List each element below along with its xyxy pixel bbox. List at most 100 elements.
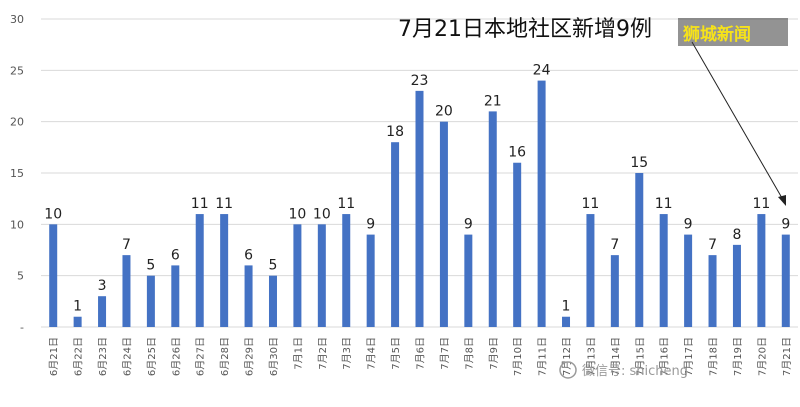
x-tick-label: 7月6日 [415,337,427,370]
data-label: 8 [732,227,741,243]
data-label: 9 [366,217,375,233]
bar [781,234,790,327]
x-tick-label: 7月7日 [439,337,451,370]
x-tick-label: 7月5日 [390,337,402,370]
x-tick-label: 7月16日 [659,337,671,376]
data-label: 5 [269,258,278,274]
bar [488,111,497,328]
data-label: 10 [313,206,331,222]
data-label: 10 [44,206,62,222]
data-label: 11 [215,196,233,212]
bar [562,316,571,327]
y-tick-label: 5 [17,270,24,283]
bar [684,234,693,327]
x-tick-label: 7月4日 [366,337,378,370]
bar [708,255,717,327]
data-label: 1 [562,299,571,315]
x-tick-label: 6月24日 [121,337,133,376]
watermark-text: 微信号: shicheng [582,364,688,379]
data-label: 23 [411,73,429,89]
data-label: 7 [708,237,717,253]
y-tick-label: 20 [10,116,24,129]
data-label: 10 [288,206,306,222]
x-tick-label: 7月2日 [317,337,329,370]
bar [220,214,229,327]
data-label: 3 [98,278,107,294]
x-tick-label: 7月19日 [732,337,744,376]
x-tick-label: 7月8日 [463,337,475,370]
bars [49,80,790,328]
bar [391,142,400,327]
data-label: 11 [582,196,600,212]
bar [732,244,741,327]
bar [98,296,107,327]
x-tick-label: 7月10日 [512,337,524,376]
chart-title: 7月21日本地社区新增9例 [398,17,652,42]
y-axis-ticks: - 5 10 15 20 25 30 [10,13,24,334]
data-label: 11 [655,196,673,212]
bar [195,214,204,327]
x-tick-label: 7月3日 [341,337,353,370]
x-tick-label: 6月30日 [268,337,280,376]
bar [171,265,180,327]
bar [513,162,522,327]
x-tick-label: 7月1日 [292,337,304,370]
data-label: 5 [146,258,155,274]
y-tick-label: 30 [10,13,24,26]
bar [73,316,82,327]
bar [342,214,351,327]
data-label: 7 [122,237,131,253]
bar [610,255,619,327]
bar [122,255,131,327]
bar [757,214,766,327]
y-tick-label: 15 [10,167,24,180]
x-tick-label: 6月23日 [97,337,109,376]
data-label: 24 [533,63,551,79]
bar [415,90,424,327]
bar [464,234,473,327]
y-tick-label: 10 [10,218,24,231]
data-label: 9 [781,217,790,233]
x-tick-label: 6月25日 [146,337,158,376]
bar [317,224,326,327]
x-tick-label: 7月12日 [561,337,573,376]
data-label: 9 [464,217,473,233]
logo-stamp-text: 狮城新闻 [682,24,751,45]
bar [268,275,277,327]
data-label: 1 [73,299,82,315]
bar [366,234,375,327]
watermark: 微信号: shicheng [559,361,688,379]
data-label: 15 [630,155,648,171]
bar [635,173,644,327]
bar [586,214,595,327]
data-label: 21 [484,93,502,109]
x-tick-label: 7月18日 [708,337,720,376]
data-label: 16 [508,145,526,161]
bar [659,214,668,327]
x-tick-label: 7月9日 [488,337,500,370]
data-label: 20 [435,104,453,120]
x-tick-label: 6月26日 [170,337,182,376]
x-tick-label: 6月22日 [73,337,85,376]
x-tick-label: 7月20日 [756,337,768,376]
x-tick-label: 7月15日 [634,337,646,376]
data-label: 7 [610,237,619,253]
data-label: 18 [386,124,404,140]
x-tick-label: 7月14日 [610,337,622,376]
logo-stamp: 狮城新闻 [678,18,788,46]
x-tick-label: 6月28日 [219,337,231,376]
arrow-annotation [691,41,786,206]
x-tick-label: 7月11日 [537,337,549,376]
data-label: 9 [684,217,693,233]
bar [49,224,58,327]
x-tick-label: 6月29日 [244,337,256,376]
bar [537,80,546,327]
x-axis-ticks: 6月21日 6月22日 6月23日 6月24日 6月25日 6月26日 6月27日 6月28日… [48,337,793,376]
data-label: 11 [337,196,355,212]
x-tick-label: 7月21日 [781,337,793,376]
data-label: 6 [171,247,180,263]
data-label: 11 [191,196,209,212]
bar [244,265,253,327]
